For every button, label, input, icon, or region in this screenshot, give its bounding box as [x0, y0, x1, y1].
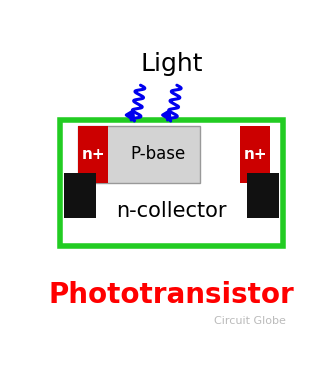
Bar — [64, 173, 96, 218]
Text: n+: n+ — [244, 147, 267, 162]
Bar — [60, 120, 283, 246]
Text: Circuit Globe: Circuit Globe — [214, 316, 285, 327]
Text: Phototransistor: Phototransistor — [49, 281, 294, 309]
Bar — [78, 126, 200, 183]
Text: n+: n+ — [81, 147, 105, 162]
Bar — [247, 173, 279, 218]
Text: Light: Light — [140, 52, 203, 76]
Text: n-collector: n-collector — [117, 201, 227, 221]
Bar — [241, 126, 270, 183]
Text: P-base: P-base — [130, 145, 185, 163]
Bar — [78, 126, 108, 183]
